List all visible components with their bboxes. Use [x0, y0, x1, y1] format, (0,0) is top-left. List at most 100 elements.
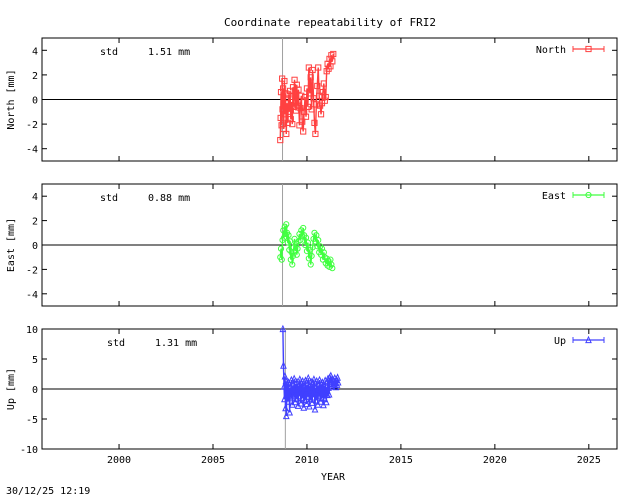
data-point	[285, 91, 292, 98]
panel-east: -4 -2 0 2 4 East [mm] std 0.88 mm East	[6, 183, 618, 307]
data-point	[294, 245, 301, 252]
data-point	[278, 122, 285, 129]
legend-marker	[585, 45, 592, 53]
data-point	[322, 93, 329, 101]
data-point	[312, 396, 320, 404]
data-point	[281, 77, 288, 85]
x-tick-label: 2005	[201, 455, 225, 466]
data-point	[298, 393, 306, 402]
legend-marker	[585, 335, 592, 344]
data-point	[334, 378, 342, 386]
std-label: std	[107, 338, 125, 349]
y-tick-label: 5	[32, 355, 38, 366]
x-tick-label: 2015	[389, 455, 413, 466]
data-point	[314, 82, 321, 90]
data-point	[277, 89, 285, 96]
data-point	[321, 394, 328, 402]
data-point	[306, 402, 313, 410]
std-label: std	[100, 193, 118, 204]
data-point	[310, 375, 318, 383]
y-axis-label: Up [mm]	[6, 368, 17, 410]
data-point	[284, 379, 291, 387]
data-point	[280, 361, 287, 369]
legend-label: North	[536, 45, 566, 56]
data-point	[282, 403, 289, 412]
data-point	[329, 265, 336, 272]
data-point	[290, 391, 297, 399]
data-point	[288, 249, 295, 256]
data-point	[307, 261, 314, 268]
data-point	[325, 390, 333, 398]
data-point	[329, 58, 336, 65]
y-tick-label: -5	[26, 415, 38, 426]
data-point	[319, 387, 327, 395]
data-point	[277, 136, 284, 144]
data-point	[327, 371, 335, 379]
data-point	[278, 256, 285, 263]
y-tick-label: 10	[26, 325, 38, 336]
data-point	[314, 243, 321, 250]
chart-title: Coordinate repeatability of FRI2	[224, 16, 436, 29]
panels: -4 -2 0 2 4 North [mm] std 1.51 mm North -4 -2 0 2 4 E…	[6, 37, 618, 466]
data-point	[312, 130, 319, 138]
data-point	[300, 128, 307, 135]
data-point	[311, 119, 318, 126]
data-point	[292, 93, 299, 101]
data-point	[328, 52, 335, 59]
data-point	[318, 245, 326, 252]
data-point	[321, 97, 328, 104]
data-point	[296, 375, 304, 383]
data-point	[308, 252, 315, 260]
data-point	[283, 130, 290, 138]
data-point	[284, 397, 292, 405]
std-label: std	[100, 47, 118, 58]
data-point	[298, 92, 305, 99]
y-tick-label: 0	[32, 241, 38, 252]
data-point	[293, 251, 300, 258]
data-point	[329, 379, 337, 388]
data-point	[300, 403, 308, 411]
data-point	[323, 382, 331, 391]
data-point	[297, 105, 304, 112]
y-axis-label: East [mm]	[6, 218, 17, 272]
data-point	[299, 118, 306, 125]
data-point	[285, 232, 292, 239]
data-point	[277, 114, 284, 122]
std-value: 1.51 mm	[148, 47, 190, 58]
panel-up: -10 -5 0 5 10 2000 2005 2010 2015 2020 2025 Up [mm]…	[6, 324, 618, 466]
data-point	[297, 399, 305, 407]
data-point	[313, 388, 321, 396]
data-point	[307, 74, 314, 81]
y-tick-label: -4	[26, 145, 38, 156]
y-tick-label: 0	[32, 96, 38, 107]
data-point	[279, 324, 287, 333]
data-point	[286, 108, 293, 115]
data-point	[291, 397, 299, 406]
data-point	[317, 111, 325, 118]
y-tick-label: -4	[26, 290, 38, 301]
data-point	[307, 394, 314, 403]
data-point	[315, 237, 322, 244]
data-point	[318, 378, 326, 386]
data-point	[305, 387, 313, 396]
data-point	[303, 399, 310, 408]
x-tick-label: 2025	[577, 455, 601, 466]
x-tick-label: 2000	[107, 455, 131, 466]
x-tick-label: 2010	[295, 455, 319, 466]
legend-label: Up	[554, 336, 566, 347]
data-point	[282, 230, 289, 238]
data-point	[303, 248, 311, 255]
y-tick-label: 4	[32, 192, 38, 203]
timestamp: 30/12/25 12:19	[6, 486, 90, 496]
data-point	[290, 374, 298, 382]
panel-north: -4 -2 0 2 4 North [mm] std 1.51 mm North	[6, 37, 618, 162]
data-point	[300, 224, 307, 232]
data-point	[311, 405, 319, 413]
data-point	[297, 237, 304, 244]
data-point	[283, 100, 291, 107]
legend-label: East	[542, 191, 566, 202]
data-point	[320, 381, 328, 390]
x-axis-label: YEAR	[321, 472, 346, 483]
data-point	[294, 386, 301, 394]
